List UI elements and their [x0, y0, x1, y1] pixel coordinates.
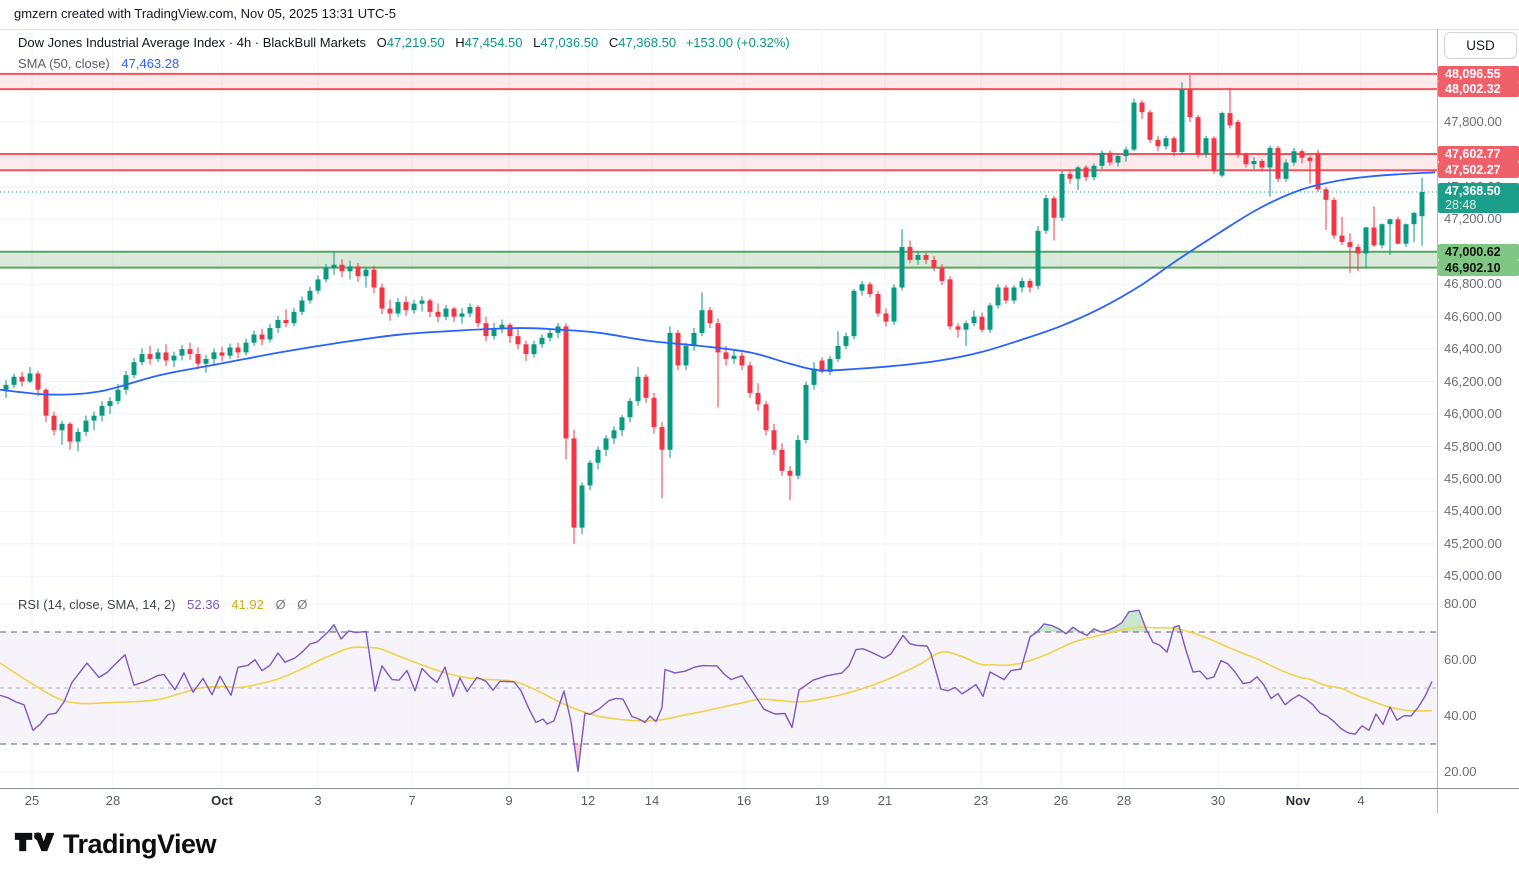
- symbol-legend-row: Dow Jones Industrial Average Index · 4h …: [18, 34, 790, 51]
- price-tick-label: 46,800.00: [1444, 276, 1502, 292]
- price-tick-label: 46,400.00: [1444, 341, 1502, 357]
- low-value: 47,036.50: [540, 35, 599, 50]
- rsi-legend: RSI (14, close, SMA, 14, 2) 52.36 41.92 …: [18, 597, 307, 612]
- tradingview-logo-icon: [14, 830, 55, 859]
- resistance-level-label: 47,502.27: [1438, 162, 1519, 179]
- rsi-ma-value: 41.92: [231, 597, 264, 612]
- time-label: 25: [24, 793, 40, 808]
- rsi-empty-value-2: Ø: [297, 597, 308, 612]
- time-label: 7: [408, 793, 416, 808]
- price-tick-label: 45,000.00: [1444, 568, 1502, 584]
- chart-legend: Dow Jones Industrial Average Index · 4h …: [18, 34, 790, 76]
- price-pane[interactable]: [0, 29, 1437, 590]
- high-value: 47,454.50: [464, 35, 523, 50]
- last-price-label: 47,368.50 28:48: [1438, 183, 1519, 213]
- price-tick-label: 45,400.00: [1444, 503, 1502, 519]
- sma-legend-row: SMA (50, close) 47,463.28: [18, 55, 790, 72]
- time-label: 9: [505, 793, 513, 808]
- price-tick-label: 47,400.00: [1444, 178, 1502, 194]
- time-label: 26: [1053, 793, 1069, 808]
- symbol-title[interactable]: Dow Jones Industrial Average Index · 4h …: [18, 35, 367, 50]
- rsi-line: [0, 609, 1433, 773]
- time-label: 19: [814, 793, 830, 808]
- axis-separator: [1437, 29, 1438, 813]
- time-label: 14: [644, 793, 660, 808]
- time-label: 30: [1210, 793, 1226, 808]
- time-label: 28: [1116, 793, 1132, 808]
- support-level-label: 47,000.62: [1438, 243, 1519, 260]
- sma-label[interactable]: SMA (50, close): [18, 56, 110, 71]
- time-label: 4: [1357, 793, 1365, 808]
- rsi-ma-line: [0, 626, 1433, 722]
- sma-value: 47,463.28: [121, 56, 180, 71]
- time-label: Nov: [1285, 793, 1311, 808]
- time-label: 16: [736, 793, 752, 808]
- price-tick-label: 46,600.00: [1444, 308, 1502, 324]
- price-tick-label: 46,200.00: [1444, 373, 1502, 389]
- rsi-tick-label: 40.00: [1444, 708, 1477, 723]
- rsi-tick-label: 80.00: [1444, 596, 1477, 611]
- close-label: C: [608, 35, 619, 50]
- high-label: H: [455, 35, 465, 50]
- rsi-tick-label: 20.00: [1444, 764, 1477, 779]
- attribution-text: gmzern created with TradingView.com, Nov…: [14, 6, 397, 21]
- price-tick-label: 45,200.00: [1444, 535, 1502, 551]
- rsi-empty-value-1: Ø: [275, 597, 286, 612]
- change-value: +153.00 (+0.32%): [685, 35, 790, 50]
- price-tick-label: 46,000.00: [1444, 406, 1502, 422]
- rsi-pane[interactable]: [0, 590, 1437, 788]
- resistance-level-label: 48,096.55: [1438, 65, 1519, 82]
- resistance-level-label: 47,602.77: [1438, 146, 1519, 162]
- time-label: 12: [580, 793, 596, 808]
- time-label: 21: [877, 793, 893, 808]
- open-value: 47,219.50: [386, 35, 445, 50]
- close-value: 47,368.50: [618, 35, 677, 50]
- low-label: L: [533, 35, 541, 50]
- price-tick-label: 47,200.00: [1444, 211, 1502, 227]
- price-tick-label: 47,800.00: [1444, 114, 1502, 129]
- time-label: 23: [973, 793, 989, 808]
- candles: [3, 74, 1425, 544]
- rsi-title[interactable]: RSI (14, close, SMA, 14, 2): [18, 597, 176, 612]
- sma-line: [0, 171, 1436, 396]
- time-label: Oct: [211, 793, 233, 808]
- support-zone: [0, 250, 1437, 269]
- price-tick-label: 45,600.00: [1444, 470, 1502, 486]
- logo-wordmark: TradingView: [63, 829, 217, 859]
- time-label: 3: [314, 793, 322, 808]
- time-label: 28: [105, 793, 121, 808]
- time-axis-separator: [0, 788, 1519, 789]
- price-tick-label: 45,800.00: [1444, 438, 1502, 454]
- time-axis[interactable]: 25 28 Oct 3 7 9 12 14 16 19 21 23 26 28 30 Nov 4: [0, 789, 1519, 813]
- tradingview-logo[interactable]: TradingView: [14, 829, 217, 860]
- rsi-tick-label: 60.00: [1444, 652, 1477, 667]
- rsi-value: 52.36: [187, 597, 220, 612]
- currency-button[interactable]: USD: [1444, 32, 1517, 59]
- support-level-label: 46,902.10: [1438, 259, 1519, 276]
- resistance-zone: [0, 72, 1437, 91]
- open-label: O: [376, 35, 387, 50]
- chart-top-border: [0, 29, 1519, 30]
- resistance-level-label: 48,002.32: [1438, 81, 1519, 98]
